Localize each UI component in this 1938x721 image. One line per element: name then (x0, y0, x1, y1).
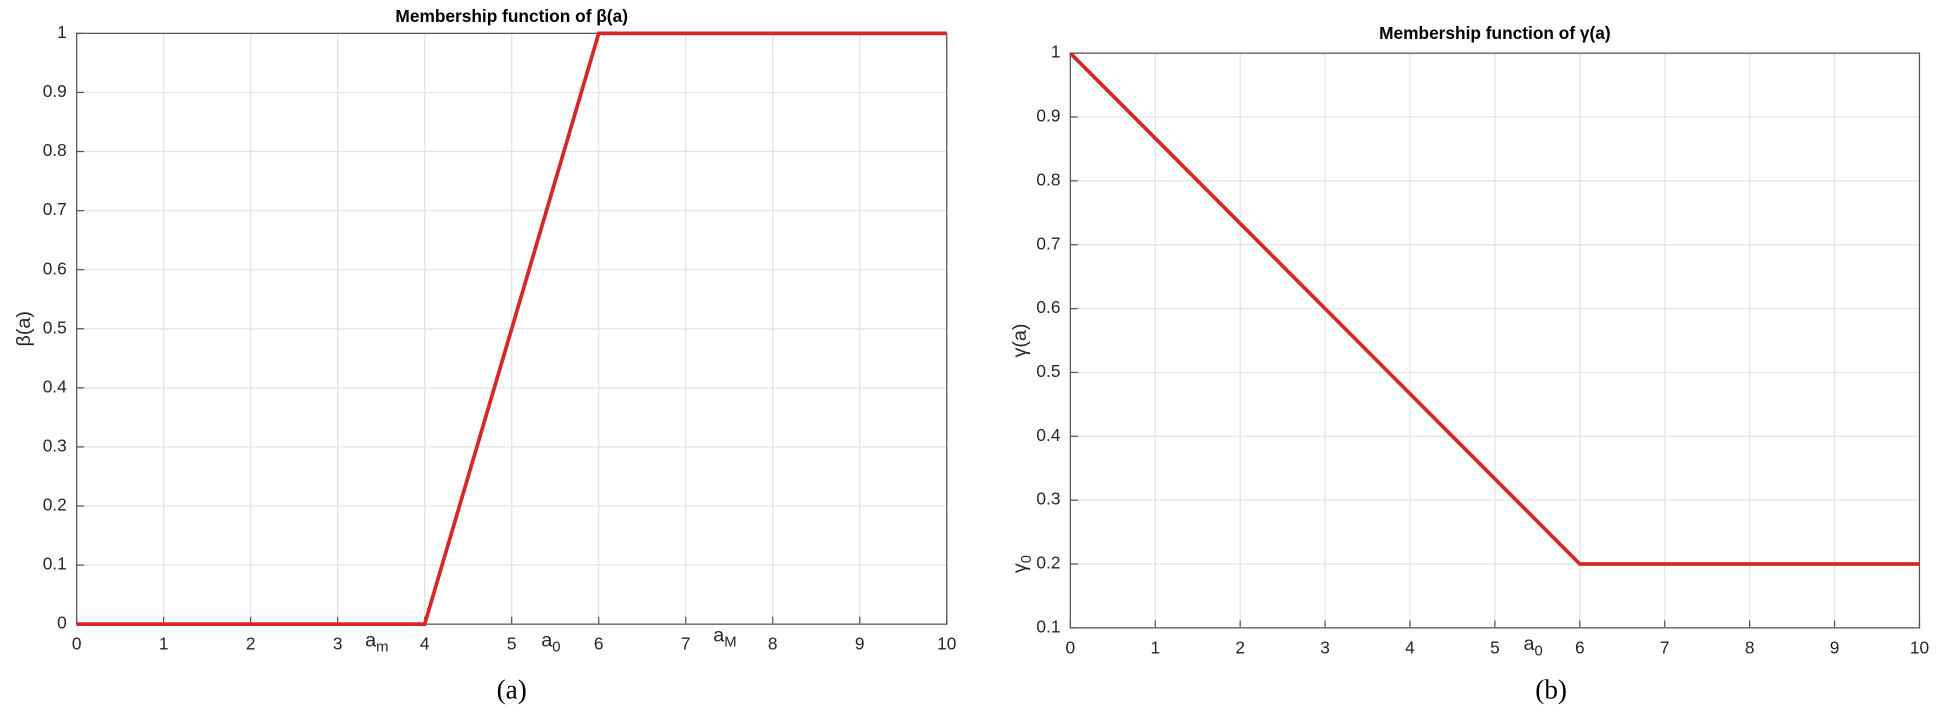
annotation-text: a (365, 630, 376, 652)
y-tick-label: 0.7 (1036, 233, 1060, 253)
x-tick-label: 0 (72, 634, 82, 654)
caption: (a) (497, 674, 527, 704)
x-tick-label: 4 (420, 634, 430, 654)
x-tick-label: 7 (1660, 637, 1670, 657)
y-tick-label: 1 (57, 22, 67, 42)
annotation: aM (713, 625, 736, 651)
x-tick-label: 0 (1066, 637, 1076, 657)
x-tick-label: 5 (507, 634, 517, 654)
y-tick-label: 0.1 (1036, 616, 1060, 636)
x-tick-label: 2 (246, 634, 256, 654)
annotation-subscript: M (724, 635, 736, 651)
x-tick-label: 1 (1150, 637, 1160, 657)
y-tick-label: 0.5 (43, 317, 67, 337)
y-axis-label: γ(a) (1009, 323, 1031, 357)
y-tick-label: 0.5 (1036, 361, 1060, 381)
y-tick-label: 0.2 (1036, 553, 1060, 573)
y-tick-label: 0.8 (1036, 169, 1060, 189)
y-tick-label: 0 (57, 613, 67, 633)
annotation-subscript: 0 (552, 640, 560, 656)
x-tick-label: 6 (594, 634, 604, 654)
x-tick-label: 10 (937, 634, 956, 654)
x-tick-label: 3 (1320, 637, 1330, 657)
caption: (b) (1535, 674, 1567, 704)
x-tick-label: 8 (1745, 637, 1755, 657)
x-tick-label: 3 (333, 634, 343, 654)
chart-title: Membership function of γ(a) (1379, 23, 1611, 43)
y-tick-label: 0.2 (43, 495, 67, 515)
chart-title: Membership function of β(a) (395, 6, 628, 26)
y-tick-label: 0.4 (1036, 425, 1060, 445)
annotation: γ0 (1009, 555, 1035, 573)
y-tick-label: 0.6 (43, 258, 67, 278)
annotation-subscript: 0 (1534, 643, 1542, 659)
annotation-text: a (1523, 633, 1534, 655)
y-tick-label: 0.6 (1036, 297, 1060, 317)
x-tick-label: 8 (768, 634, 778, 654)
annotation-text: a (541, 630, 552, 652)
data-line (1069, 51, 1920, 566)
x-tick-label: 9 (855, 634, 865, 654)
annotation: a0 (541, 630, 560, 656)
annotation-subscript: m (376, 640, 388, 656)
y-tick-label: 0.4 (43, 376, 67, 396)
y-axis-label: β(a) (13, 311, 35, 347)
y-tick-label: 0.3 (1036, 489, 1060, 509)
y-tick-label: 0.3 (43, 435, 67, 455)
y-tick-label: 0.1 (43, 554, 67, 574)
y-tick-label: 0.7 (43, 199, 67, 219)
annotation: a0 (1523, 633, 1542, 659)
x-tick-label: 9 (1830, 637, 1840, 657)
y-tick-label: 1 (1051, 42, 1061, 62)
plot-frame (1069, 52, 1921, 629)
x-tick-label: 7 (681, 634, 691, 654)
x-tick-label: 2 (1235, 637, 1245, 657)
annotation-text: γ (1009, 563, 1031, 573)
annotation-text: a (713, 625, 724, 647)
y-tick-label: 0.9 (1036, 106, 1060, 126)
x-tick-label: 4 (1405, 637, 1415, 657)
x-tick-label: 5 (1490, 637, 1500, 657)
x-tick-label: 1 (159, 634, 169, 654)
x-tick-label: 10 (1910, 637, 1929, 657)
annotation-subscript: 0 (1019, 555, 1035, 563)
data-line (76, 31, 947, 627)
y-tick-label: 0.8 (43, 140, 67, 160)
plot-frame (76, 32, 948, 625)
y-tick-label: 0.9 (43, 81, 67, 101)
x-tick-label: 6 (1575, 637, 1585, 657)
annotation: am (365, 630, 388, 656)
